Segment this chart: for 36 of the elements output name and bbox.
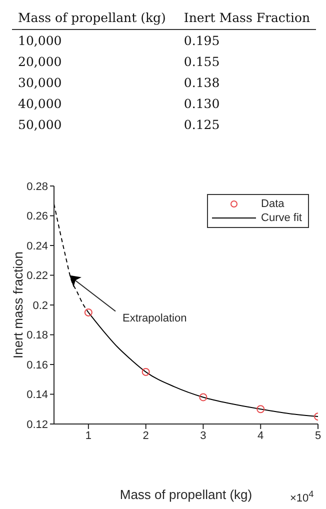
y-tick-label: 0.26: [26, 210, 48, 223]
point: [199, 393, 208, 402]
legend-label: Data: [261, 198, 284, 210]
text: Mass of propellant (kg): [17, 9, 167, 27]
x-tick-label: 2: [142, 430, 149, 442]
point: [84, 308, 92, 316]
text: 10,000: [17, 32, 63, 50]
x-tick-label: 3: [200, 430, 206, 442]
text: 30,000: [17, 74, 63, 92]
y-tick-label: 0.14: [26, 389, 48, 402]
legend-label: Curve fit: [261, 212, 302, 224]
y-tick-label: 0.22: [26, 270, 48, 282]
y-tick-label: 0.24: [26, 240, 48, 252]
point: [142, 368, 150, 376]
x-tick-label: 1: [85, 430, 92, 442]
text: 0.155: [182, 53, 221, 71]
point: [256, 405, 265, 414]
text: 0.195: [182, 32, 221, 50]
text: 0.125: [182, 116, 221, 134]
y-tick-label: 0.2: [32, 300, 48, 312]
y-axis-title: Inert mass fraction: [10, 252, 26, 358]
text: 40,000: [17, 95, 63, 113]
text: 20,000: [17, 53, 63, 71]
text: 0.138: [182, 74, 221, 92]
y-tick-label: 0.16: [26, 359, 48, 372]
x-tick-label: 4: [258, 430, 264, 442]
x-tick-label: 5: [314, 430, 322, 442]
x-axis-title: Mass of propellant (kg): [120, 487, 252, 502]
text: Inert Mass Fraction: [182, 9, 312, 27]
y-tick-label: 0.12: [26, 418, 48, 431]
text: 0.130: [182, 95, 221, 113]
text: ×10$^{4}$: [290, 489, 314, 505]
y-tick-label: 0.18: [26, 330, 48, 342]
text: 50,000: [17, 116, 63, 134]
y-tick-label: 0.28: [26, 180, 48, 193]
annotation: Extrapolation: [122, 312, 187, 324]
